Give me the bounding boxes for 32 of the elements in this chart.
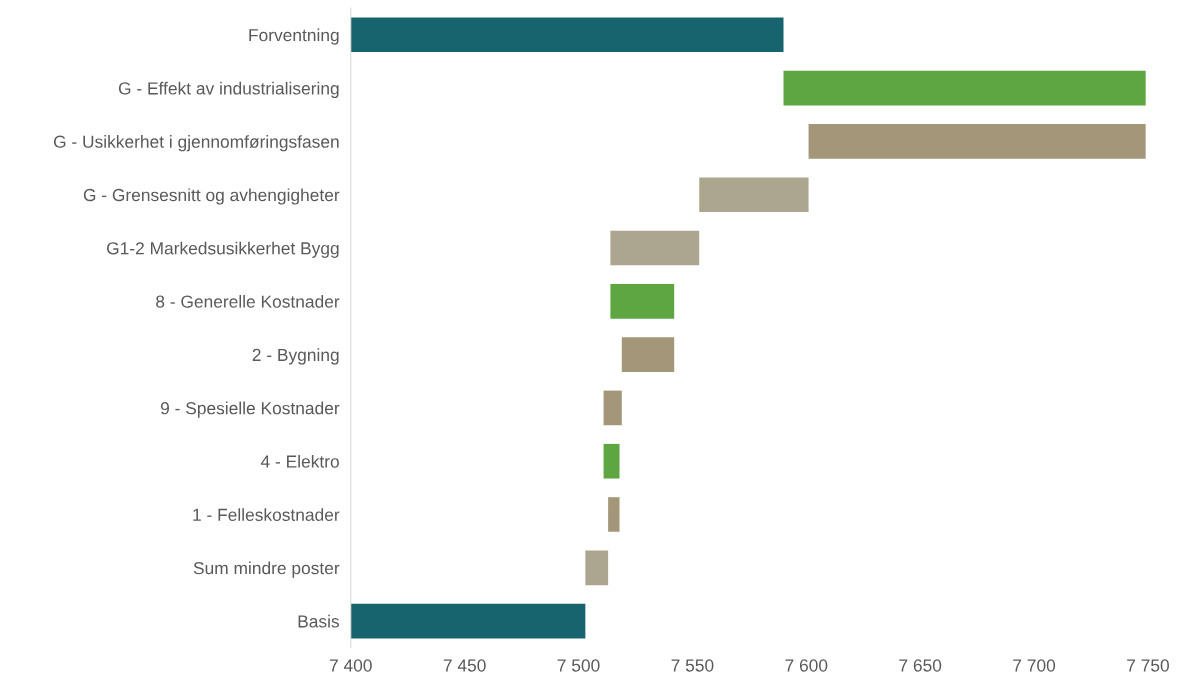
x-tick-label: 7 650: [899, 659, 942, 672]
y-tick-label: G1-2 Markedsusikkerhet Bygg: [107, 241, 339, 258]
x-tick-label: 7 500: [557, 659, 600, 672]
y-tick-label: Basis: [298, 614, 340, 628]
bar: [783, 70, 1146, 106]
y-tick-label: 2 - Bygning: [252, 348, 339, 365]
bar: [610, 230, 700, 266]
bar: [610, 283, 675, 319]
y-tick-label: G - Usikkerhet i gjennomføringsfasen: [53, 135, 339, 152]
x-tick-label: 7 600: [785, 659, 828, 672]
bar: [621, 337, 675, 372]
bar: [608, 497, 620, 532]
x-tick-label: 7 450: [443, 659, 486, 672]
x-tick-label: 7 400: [329, 659, 372, 672]
y-tick-label: 9 - Spesielle Kostnader: [160, 401, 340, 418]
y-tick-label: G - Grensesnitt og avhengigheter: [83, 188, 340, 205]
y-tick-label: Forventning: [249, 28, 339, 45]
bar: [585, 550, 609, 586]
bar: [699, 177, 809, 213]
y-tick-label: 4 - Elektro: [260, 454, 339, 468]
bar: [603, 443, 620, 479]
x-tick-label: 7 750: [1127, 659, 1169, 672]
bar: [808, 124, 1146, 159]
bar: [603, 390, 622, 426]
y-tick-label: Sum mindre poster: [193, 561, 340, 578]
bar: [350, 603, 586, 639]
x-tick-label: 7 550: [671, 659, 714, 672]
y-tick-label: 8 - Generelle Kostnader: [156, 295, 340, 308]
x-tick-label: 7 700: [1013, 659, 1056, 672]
y-tick-label: 1 - Felleskostnader: [193, 508, 340, 521]
bar: [350, 17, 784, 53]
y-tick-label: G - Effekt av industrialisering: [118, 81, 339, 98]
